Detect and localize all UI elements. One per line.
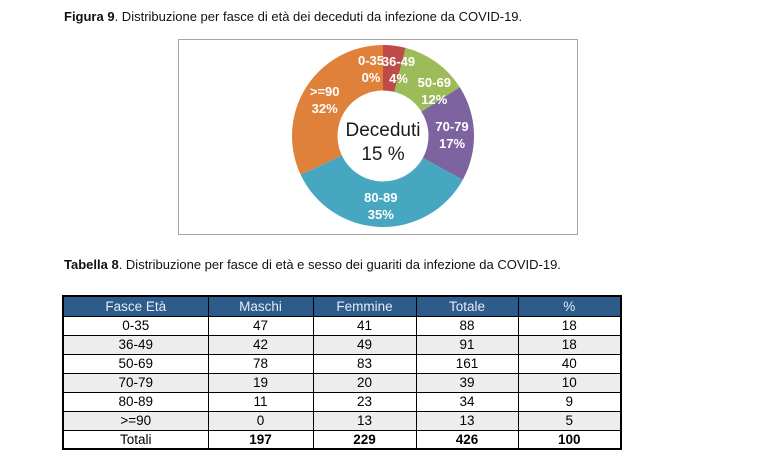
table-row: 80-89 11 23 34 9 xyxy=(62,391,622,412)
table-header-cell: Totale xyxy=(415,295,519,317)
donut-slice->=90 xyxy=(291,45,383,175)
donut-center-label: Deceduti 15 % xyxy=(346,120,421,165)
table-cell: 20 xyxy=(312,372,417,393)
table-cell: 229 xyxy=(312,429,417,450)
table-cell: 9 xyxy=(517,391,622,412)
table-caption-number: Tabella 8 xyxy=(64,257,119,272)
table-cell: 19 xyxy=(207,372,314,393)
table-row: >=90 0 13 13 5 xyxy=(62,410,622,431)
table-header-cell: Femmine xyxy=(312,295,417,317)
table-caption: Tabella 8. Distribuzione per fasce di et… xyxy=(64,257,561,272)
donut-slice-70-79 xyxy=(421,87,474,180)
donut-slice-50-69 xyxy=(394,47,460,112)
table-row: 36-49 42 49 91 18 xyxy=(62,334,622,355)
table-row: 50-69 78 83 161 40 xyxy=(62,353,622,374)
table-cell: 197 xyxy=(207,429,314,450)
table-cell: 13 xyxy=(415,410,519,431)
table-cell: Totali xyxy=(62,429,209,450)
donut-label-50-69: 50-69 12% xyxy=(418,75,451,107)
donut-label-36-49: 36-49 4% xyxy=(382,54,415,86)
donut-label->=90: >=90 32% xyxy=(310,84,340,116)
table-header-cell: Fasce Età xyxy=(62,295,209,317)
table-cell: 50-69 xyxy=(62,353,209,374)
table-cell: 0-35 xyxy=(62,315,209,336)
table-header-cell: Maschi xyxy=(207,295,314,317)
table-cell: 161 xyxy=(415,353,519,374)
table-row: 0-35 47 41 88 18 xyxy=(62,315,622,336)
table-cell: 49 xyxy=(312,334,417,355)
table-caption-text: . Distribuzione per fasce di età e sesso… xyxy=(118,257,561,272)
table-cell: 13 xyxy=(312,410,417,431)
table-row: 70-79 19 20 39 10 xyxy=(62,372,622,393)
figure-caption-number: Figura 9 xyxy=(64,9,115,24)
table-cell: 42 xyxy=(207,334,314,355)
donut-chart: 0-35 0%36-49 4% 50-69 12% 70-79 17% 80-89 35% >=9… xyxy=(291,45,474,227)
table-cell: 100 xyxy=(517,429,622,450)
table-cell: 11 xyxy=(207,391,314,412)
table-cell: 23 xyxy=(312,391,417,412)
table-totals-row: Totali 197 229 426 100 xyxy=(62,429,622,450)
table-cell: 426 xyxy=(415,429,519,450)
table-cell: 88 xyxy=(415,315,519,336)
table-cell: 5 xyxy=(517,410,622,431)
table-cell: 78 xyxy=(207,353,314,374)
table-cell: 47 xyxy=(207,315,314,336)
table-header-cell: % xyxy=(517,295,622,317)
table-cell: 83 xyxy=(312,353,417,374)
table-cell: 91 xyxy=(415,334,519,355)
donut-chart-panel: 0-35 0% 36-49 4% 50-69 12% 70-79 17% 80-89 35% >=9… xyxy=(178,39,578,235)
table-cell: >=90 xyxy=(62,410,209,431)
table-cell: 18 xyxy=(517,315,622,336)
table-cell: 39 xyxy=(415,372,519,393)
table-cell: 36-49 xyxy=(62,334,209,355)
table-cell: 80-89 xyxy=(62,391,209,412)
table-cell: 10 xyxy=(517,372,622,393)
figure-caption: Figura 9. Distribuzione per fasce di età… xyxy=(64,9,522,24)
donut-label-70-79: 70-79 17% xyxy=(435,119,468,151)
age-sex-table: Fasce Età Maschi Femmine Totale% 0-35 47 41 88… xyxy=(62,295,622,450)
table-cell: 18 xyxy=(517,334,622,355)
table-cell: 34 xyxy=(415,391,519,412)
donut-slice-80-89 xyxy=(300,155,463,227)
figure-caption-text: . Distribuzione per fasce di età dei dec… xyxy=(114,9,523,24)
donut-label-80-89: 80-89 35% xyxy=(364,190,397,222)
table-header-row: Fasce Età Maschi Femmine Totale% xyxy=(62,295,622,317)
table-cell: 0 xyxy=(207,410,314,431)
table-cell: 40 xyxy=(517,353,622,374)
donut-label-0-35: 0-35 0% xyxy=(358,53,384,85)
donut-slice-36-49 xyxy=(383,45,406,92)
table-cell: 41 xyxy=(312,315,417,336)
table-cell: 70-79 xyxy=(62,372,209,393)
